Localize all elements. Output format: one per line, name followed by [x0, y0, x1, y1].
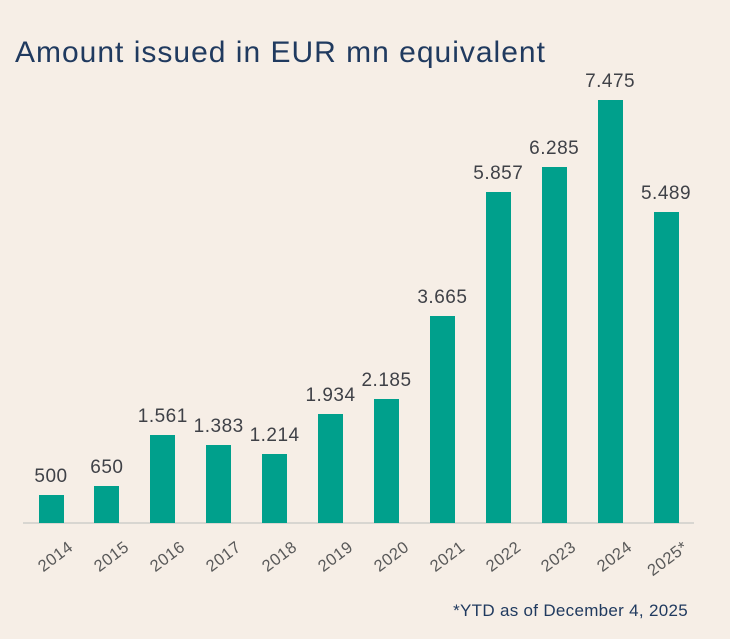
value-label-2015: 650 [90, 457, 124, 478]
bar-2023 [541, 167, 567, 523]
bar-2022 [485, 192, 511, 523]
bar-2017 [206, 445, 232, 523]
footnote: *YTD as of December 4, 2025 [453, 601, 688, 620]
x-tick-label-2021: 2021 [426, 538, 469, 576]
x-axis-line [23, 522, 694, 524]
value-label-2017: 1.383 [193, 416, 244, 437]
chart-title: Amount issued in EUR mn equivalent [15, 36, 546, 69]
x-tick-label-2019: 2019 [314, 538, 357, 576]
bar-2025* [653, 212, 679, 523]
value-label-2021: 3.665 [417, 287, 468, 308]
x-tick-label-2025*: 2025* [644, 538, 692, 580]
x-tick-label-2015: 2015 [90, 538, 133, 576]
x-tick-label-2020: 2020 [370, 538, 413, 576]
x-tick-label-2024: 2024 [594, 538, 636, 576]
x-tick-label-2023: 2023 [538, 538, 581, 576]
bar-2018 [262, 454, 288, 523]
x-tick-label-2016: 2016 [146, 538, 189, 576]
bar-2016 [150, 435, 176, 523]
value-label-2023: 6.285 [529, 138, 580, 159]
value-label-2019: 1.934 [305, 385, 356, 406]
bar-2015 [94, 486, 120, 523]
x-tick-label-2014: 2014 [35, 538, 77, 576]
value-label-2022: 5.857 [473, 163, 524, 184]
value-label-2024: 7.475 [585, 71, 636, 92]
bar-2021 [429, 316, 455, 523]
value-label-2025*: 5.489 [640, 183, 692, 204]
value-label-2014: 500 [34, 466, 68, 487]
bar-2020 [374, 399, 399, 523]
x-tick-label-2017: 2017 [202, 538, 245, 576]
value-label-2020: 2.185 [361, 370, 412, 391]
bar-2019 [318, 414, 343, 523]
bar-2024 [597, 100, 623, 523]
bar-2014 [38, 495, 64, 523]
x-tick-label-2022: 2022 [482, 538, 525, 576]
x-tick-label-2018: 2018 [258, 538, 301, 576]
value-label-2016: 1.561 [137, 406, 188, 427]
value-label-2018: 1.214 [249, 425, 300, 446]
